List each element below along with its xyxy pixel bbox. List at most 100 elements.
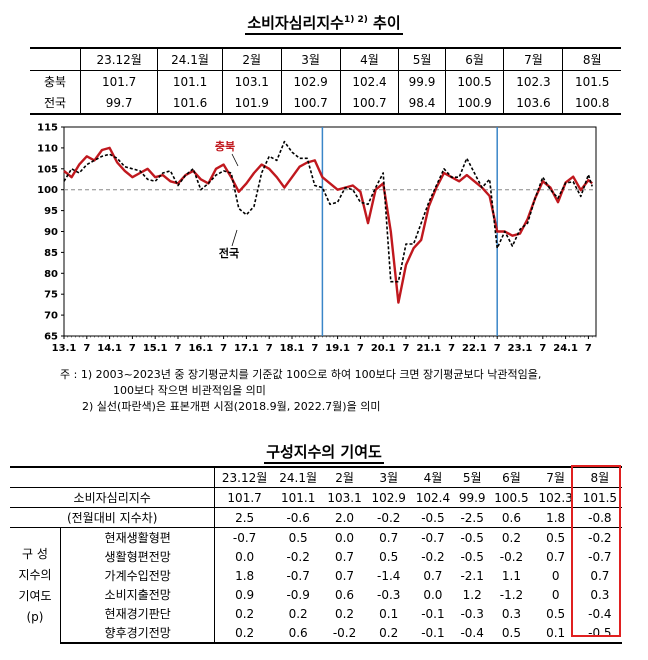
contrib-cell: 0.5 — [379, 549, 399, 564]
contrib-cell: 0.5 — [546, 606, 566, 621]
contrib-month-header: 5월 — [455, 466, 490, 488]
summary-cell: 100.7 — [339, 92, 400, 115]
contrib-cell: 0.7 — [423, 568, 443, 583]
side-label-line: 구 성 — [22, 546, 48, 561]
contrib-cell: -0.5 — [410, 507, 455, 528]
side-label-line: 기여도 — [18, 588, 52, 603]
summary-cell: 99.7 — [79, 92, 159, 115]
contrib-cell: -0.1 — [410, 623, 455, 644]
contrib-cell: -2.1 — [460, 568, 484, 583]
contrib-cell: 0.0 — [235, 549, 255, 564]
contrib-cell: 1.1 — [501, 568, 521, 583]
y-tick-label: 65 — [44, 332, 58, 343]
contrib-cell: -0.4 — [588, 606, 612, 621]
contrib-cell: 100.5 — [489, 487, 534, 508]
contrib-side-label: 구 성 지수의 기여도 (p) — [10, 527, 61, 643]
contrib-cell: 0.7 — [546, 549, 566, 564]
contrib-cell: 0.3 — [590, 587, 610, 602]
x-tick-label: 24.1 — [553, 343, 578, 354]
contrib-cell: -0.2 — [499, 549, 524, 564]
summary-cell: 100.9 — [444, 92, 505, 115]
contrib-cell: 0.5 — [546, 530, 566, 545]
summary-row-label: 충북 — [30, 70, 81, 92]
note-line-2: 100보다 작으면 비관적임을 의미 — [113, 384, 266, 397]
summary-row-chungbuk: 충북 101.7 101.1 103.1 102.9 102.4 99.9 10… — [30, 70, 621, 92]
contrib-cell: -0.3 — [460, 606, 484, 621]
y-tick-label: 85 — [44, 248, 58, 259]
y-tick-label: 100 — [37, 185, 58, 196]
contrib-month-header: 2월 — [322, 466, 367, 488]
summary-month-header: 8월 — [562, 47, 621, 71]
x-tick-label: 7 — [539, 343, 546, 354]
summary-cell: 98.4 — [398, 92, 446, 115]
x-tick-label: 7 — [448, 343, 455, 354]
contrib-component-row: 가계수입전망 1.8 -0.7 0.7 -1.4 0.7 -2.1 1.1 0 … — [10, 566, 622, 585]
contrib-cell: -1.2 — [499, 587, 524, 602]
contrib-cell: 103.1 — [322, 487, 367, 508]
summary-header-row: 23.12월 24.1월 2월 3월 4월 5월 6월 7월 8월 — [30, 47, 621, 71]
contrib-month-header: 3월 — [366, 466, 411, 488]
contrib-cell: -0.7 — [232, 530, 257, 545]
contrib-cell: -0.4 — [455, 623, 490, 644]
plot-frame — [63, 126, 597, 337]
y-tick-label: 110 — [37, 143, 58, 154]
contrib-cell: 0.6 — [273, 623, 323, 644]
summary-cell: 100.8 — [562, 92, 621, 115]
x-tick-label: 7 — [220, 343, 227, 354]
y-tick-label: 90 — [44, 227, 58, 238]
contrib-total-row: 소비자심리지수 101.7 101.1 103.1 102.9 102.4 99… — [10, 487, 622, 508]
contrib-cell: -0.2 — [286, 549, 310, 564]
contrib-component-row: 현재경기판단 0.2 0.2 0.2 0.1 -0.1 -0.3 0.3 0.5… — [10, 604, 622, 623]
summary-cell: 100.7 — [280, 92, 341, 115]
x-tick-label: 7 — [403, 343, 410, 354]
contrib-cell: -1.4 — [377, 568, 401, 583]
chart-title: 소비자심리지수1) 2) 추이 — [0, 12, 648, 35]
component-label: 생활형편전망 — [60, 547, 216, 566]
y-tick-label: 70 — [44, 311, 58, 322]
summary-cell: 101.6 — [157, 92, 223, 115]
contrib-cell: 0.5 — [288, 530, 308, 545]
summary-month-header: 23.12월 — [79, 47, 159, 71]
summary-month-header: 5월 — [398, 47, 446, 71]
x-tick-label: 7 — [83, 343, 90, 354]
x-tick-label: 17.1 — [234, 343, 259, 354]
series-label-leader — [231, 229, 238, 247]
summary-table: 23.12월 24.1월 2월 3월 4월 5월 6월 7월 8월 충북 101… — [30, 47, 621, 115]
y-tick-label: 95 — [44, 206, 58, 217]
contrib-cell: 0.0 — [334, 530, 355, 545]
component-label: 현재경기판단 — [60, 604, 216, 623]
note-line-3: 2) 실선(파란색)은 표본개편 시점(2018.9월, 2022.7월)을 의… — [82, 400, 381, 413]
contrib-cell: 2.5 — [214, 507, 274, 528]
contrib-month-header: 24.1월 — [273, 466, 323, 488]
x-tick-label: 7 — [494, 343, 501, 354]
contrib-cell: 0.9 — [235, 587, 255, 602]
contrib-cell: 0.7 — [334, 549, 355, 564]
contrib-component-row: 구 성 지수의 기여도 (p) 현재생활형편 -0.7 0.5 0.0 0.7 … — [10, 527, 622, 643]
contrib-month-header: 23.12월 — [214, 466, 274, 488]
summary-month-header: 4월 — [339, 47, 400, 71]
contrib-cell: 102.4 — [410, 487, 455, 508]
side-label-line: (p) — [26, 609, 44, 624]
contrib-component-row: 소비지출전망 0.9 -0.9 0.6 -0.3 0.0 1.2 -1.2 0 … — [10, 585, 622, 604]
contrib-title: 구성지수의 기여도 — [0, 441, 648, 464]
summary-row-label: 전국 — [30, 92, 81, 115]
contrib-cell: 101.1 — [273, 487, 323, 508]
component-label: 향후경기전망 — [60, 623, 216, 644]
x-tick-label: 14.1 — [97, 343, 122, 354]
series-line-chungbuk — [63, 146, 593, 304]
contrib-month-header: 8월 — [577, 466, 622, 488]
summary-month-header: 24.1월 — [157, 47, 223, 71]
summary-cell: 101.9 — [221, 92, 282, 115]
contrib-month-header: 4월 — [410, 466, 455, 488]
summary-month-header: 2월 — [221, 47, 282, 71]
component-label: 소비지출전망 — [60, 585, 216, 604]
summary-month-header: 3월 — [280, 47, 341, 71]
contrib-cell: 0.2 — [288, 606, 308, 621]
contrib-cell: 102.9 — [366, 487, 411, 508]
x-tick-label: 7 — [129, 343, 136, 354]
contrib-cell: -0.5 — [460, 530, 484, 545]
contrib-cell: -0.2 — [421, 549, 445, 564]
summary-cell: 103.1 — [221, 70, 282, 92]
contrib-cell: 0.2 — [334, 606, 355, 621]
